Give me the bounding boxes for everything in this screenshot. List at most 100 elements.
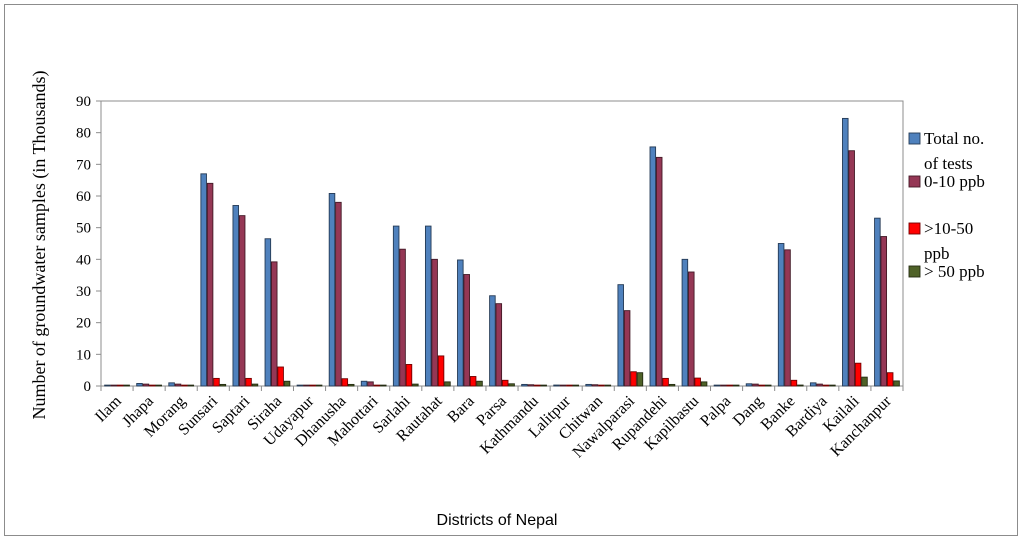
bar	[720, 384, 727, 387]
bar	[309, 384, 316, 387]
bar	[437, 355, 445, 387]
bar	[405, 364, 413, 387]
bar	[559, 384, 567, 387]
bar	[315, 384, 323, 387]
bar	[617, 284, 624, 387]
bar	[245, 377, 252, 387]
bar	[623, 310, 631, 387]
bar	[283, 380, 291, 387]
bar	[662, 377, 669, 387]
bar	[399, 248, 406, 387]
bar	[886, 372, 894, 387]
bar	[848, 150, 855, 387]
bar	[501, 379, 509, 387]
bar	[142, 383, 150, 387]
bar	[335, 201, 342, 387]
bar	[219, 383, 227, 387]
bar	[116, 384, 124, 387]
y-tick-label: 70	[76, 157, 91, 173]
bar	[585, 383, 592, 387]
bar	[174, 383, 182, 387]
bar	[809, 382, 817, 387]
y-axis-title: Number of groundwater samples (in Thousa…	[29, 70, 50, 419]
bar	[380, 384, 387, 387]
bar	[893, 380, 900, 387]
chart-frame: 0 10 20 30 40 50 60 70 80 90 Ilam Jhapa Morang Sunsar…	[4, 4, 1018, 536]
x-tick-label: Bara	[444, 393, 477, 426]
y-tick-label: 20	[76, 316, 91, 332]
y-tick-label: 10	[76, 347, 91, 363]
bar	[463, 274, 470, 387]
bar	[360, 380, 368, 387]
bar	[694, 377, 701, 387]
bar	[521, 383, 528, 387]
bar	[328, 193, 336, 387]
bar	[238, 215, 246, 387]
bar	[880, 236, 888, 387]
y-tick-label: 60	[76, 189, 91, 205]
bar	[758, 384, 766, 387]
bar	[777, 243, 785, 387]
bar	[540, 384, 547, 387]
plot-area: 0102030405060708090IlamJhapaMorangSunsar…	[76, 94, 904, 461]
bar	[373, 384, 381, 387]
bar	[444, 381, 451, 387]
bar	[200, 173, 207, 387]
bar	[861, 376, 868, 387]
bar	[136, 383, 143, 387]
bar	[797, 384, 804, 387]
bar	[232, 205, 240, 387]
bar	[341, 378, 349, 387]
legend-swatch	[908, 222, 921, 235]
bar	[457, 259, 464, 387]
bar	[784, 249, 791, 387]
bar	[123, 384, 130, 387]
bar	[469, 376, 477, 387]
bar	[591, 384, 599, 387]
bar	[495, 303, 503, 387]
bar	[598, 384, 605, 387]
bar	[104, 384, 111, 387]
bar	[572, 384, 580, 387]
bar	[630, 371, 637, 387]
bar	[149, 384, 156, 387]
legend-label: 0-10 ppb	[924, 172, 985, 191]
x-tick-label: Palpa	[697, 393, 734, 430]
bar	[303, 384, 310, 387]
y-tick-label: 40	[76, 252, 91, 268]
bar	[412, 383, 419, 387]
y-tick-label: 50	[76, 221, 91, 237]
legend-label: > 50 ppb	[924, 262, 985, 281]
chart: 0102030405060708090IlamJhapaMorangSunsar…	[29, 70, 985, 529]
legend-swatch	[908, 265, 921, 278]
bar	[829, 384, 836, 387]
bar	[508, 383, 515, 387]
bar	[816, 383, 823, 387]
x-axis-title: Districts of Nepal	[437, 512, 558, 529]
bar	[392, 225, 400, 387]
bar	[347, 383, 355, 387]
bar	[553, 384, 560, 387]
bar	[790, 379, 798, 387]
bar	[277, 366, 284, 387]
legend-swatch	[908, 175, 921, 188]
legend-swatch	[908, 132, 921, 145]
bar	[251, 383, 259, 387]
bar	[168, 382, 175, 387]
bar	[187, 384, 195, 387]
legend-label: Total no.	[924, 129, 984, 148]
bar	[713, 384, 721, 387]
bar	[489, 295, 496, 387]
bar	[527, 384, 535, 387]
y-tick-label: 90	[76, 94, 91, 110]
bar	[764, 384, 772, 387]
bar	[822, 384, 830, 387]
x-tick-label: Saptari	[209, 392, 253, 436]
bar	[206, 182, 214, 387]
bar	[264, 238, 272, 387]
bar	[854, 362, 862, 387]
bar	[270, 261, 278, 387]
bar	[874, 217, 881, 387]
bar	[752, 383, 759, 387]
